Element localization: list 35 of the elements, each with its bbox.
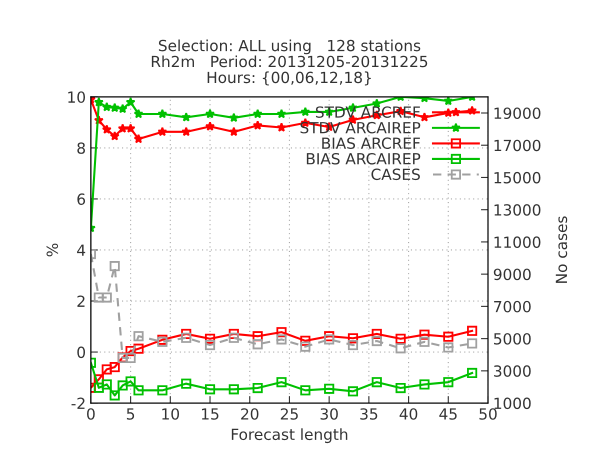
- x-tick-label: 5: [126, 408, 134, 420]
- y-tick-label: 8: [77, 142, 85, 154]
- y2-tick-label: 19000: [494, 107, 540, 120]
- y-tick-label: 10: [68, 91, 86, 103]
- y-tick-label: -2: [72, 398, 84, 409]
- y2-tick-label: 7000: [494, 300, 531, 312]
- y-tick-label: 2: [77, 295, 84, 307]
- x-tick-label: 10: [162, 408, 180, 420]
- y2-tick-label: 15000: [494, 172, 540, 184]
- x-tick-label: 30: [320, 408, 338, 420]
- y2-tick-label: 3000: [494, 365, 531, 377]
- y2-tick-label: 13000: [494, 204, 540, 216]
- x-tick-label: 50: [479, 408, 497, 420]
- legend-label: BIAS ARCAIREP: [306, 152, 420, 165]
- y2-tick-label: 9000: [494, 268, 531, 280]
- x-tick-label: 35: [360, 408, 378, 420]
- x-tick-label: 25: [280, 408, 298, 420]
- y-axis-title: %: [46, 244, 58, 256]
- legend-label: CASES: [371, 168, 420, 180]
- x-tick-label: 15: [202, 408, 218, 420]
- y2-tick-label: 5000: [494, 333, 531, 345]
- x-tick-label: 0: [87, 408, 95, 420]
- y2-axis-title: No cases: [556, 216, 568, 283]
- y2-tick-label: 1000: [494, 398, 531, 410]
- x-tick-label: 45: [439, 408, 457, 420]
- x-tick-label: 40: [400, 408, 418, 420]
- chart-title: Selection: ALL using 128 stations Rh2m Period: 20131205-20131225 Hours: {00,06,12,18}: [152, 39, 428, 86]
- y2-tick-label: 17000: [494, 140, 540, 152]
- x-tick-label: 20: [241, 408, 258, 420]
- x-axis-title: Forecast length: [232, 428, 348, 444]
- y-tick-label: 4: [77, 244, 86, 256]
- y2-tick-label: 11000: [494, 236, 540, 248]
- y-tick-label: 0: [77, 346, 86, 358]
- legend-label: BIAS ARCREF: [322, 137, 420, 149]
- y-tick-label: 6: [77, 193, 86, 205]
